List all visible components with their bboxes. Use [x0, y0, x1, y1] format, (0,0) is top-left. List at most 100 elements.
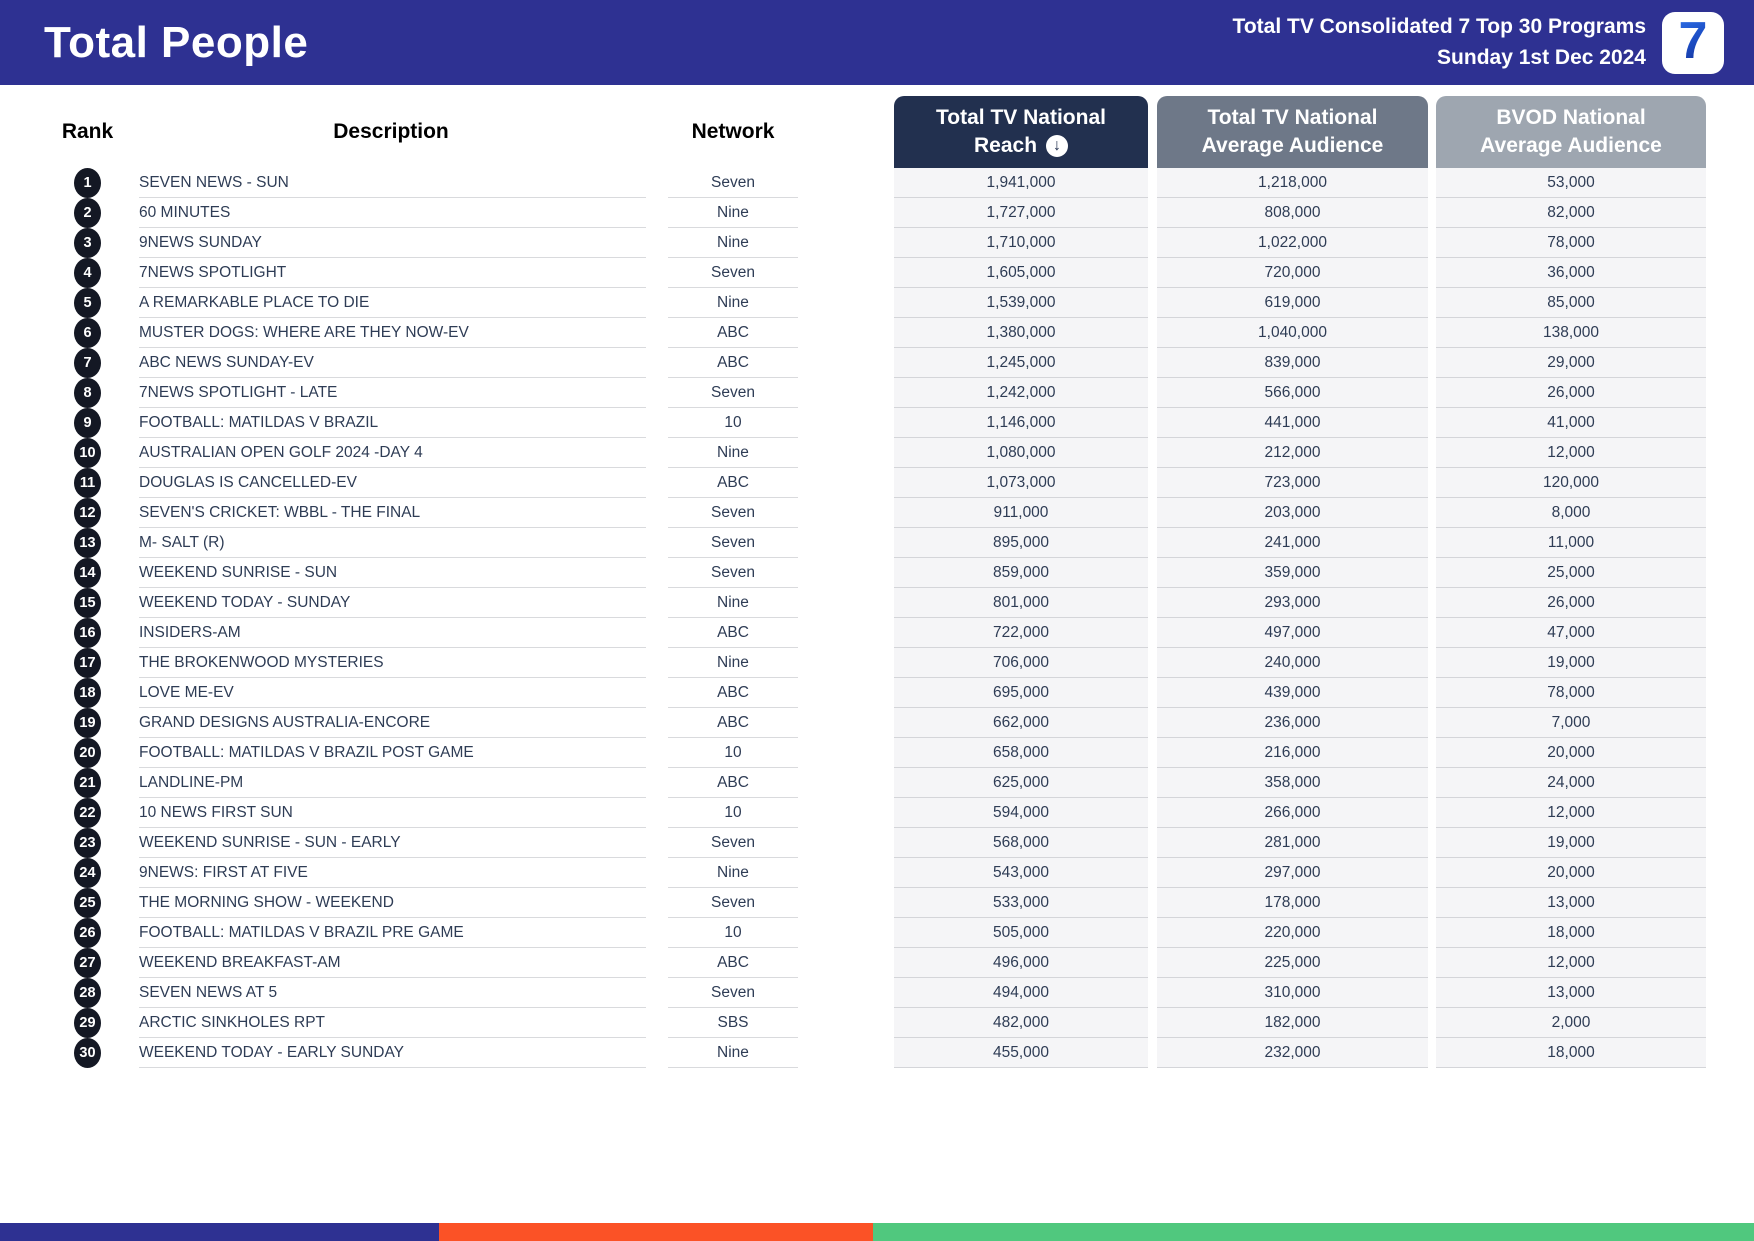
- rank-badge: 25: [74, 888, 101, 918]
- rank-badge: 8: [74, 378, 101, 408]
- reach-value: 722,000: [804, 618, 1148, 648]
- bvod-audience-value: 24,000: [1428, 768, 1706, 798]
- table-row: 29 ARCTIC SINKHOLES RPT SBS 482,000 182,…: [55, 1008, 1706, 1038]
- table-row: 1 SEVEN NEWS - SUN Seven 1,941,000 1,218…: [55, 168, 1706, 198]
- column-header-description: Description: [333, 120, 449, 143]
- rank-badge: 20: [74, 738, 101, 768]
- program-description: M- SALT (R): [120, 528, 662, 558]
- bvod-audience-value: 11,000: [1428, 528, 1706, 558]
- sort-descending-icon[interactable]: ↓: [1046, 134, 1069, 157]
- bvod-audience-value: 120,000: [1428, 468, 1706, 498]
- avg-audience-value: 297,000: [1148, 858, 1428, 888]
- rank-badge: 30: [74, 1038, 101, 1068]
- avg-audience-value: 439,000: [1148, 678, 1428, 708]
- rank-cell: 10: [55, 438, 120, 468]
- reach-header-line2: Reach: [973, 134, 1038, 157]
- avg-audience-value: 281,000: [1148, 828, 1428, 858]
- avg-audience-value: 358,000: [1148, 768, 1428, 798]
- rank-cell: 24: [55, 858, 120, 888]
- table-row: 7 ABC NEWS SUNDAY-EV ABC 1,245,000 839,0…: [55, 348, 1706, 378]
- network-name: Nine: [662, 1038, 804, 1068]
- column-header-total-tv-reach: Total TV National Reach ↓: [804, 96, 1148, 168]
- bvod-audience-value: 53,000: [1428, 168, 1706, 198]
- avg-audience-value: 723,000: [1148, 468, 1428, 498]
- bvod-audience-value: 19,000: [1428, 828, 1706, 858]
- header-bar: Total People Total TV Consolidated 7 Top…: [0, 0, 1754, 85]
- avg-audience-value: 619,000: [1148, 288, 1428, 318]
- avg-audience-value: 310,000: [1148, 978, 1428, 1008]
- program-description: LANDLINE-PM: [120, 768, 662, 798]
- reach-value: 1,710,000: [804, 228, 1148, 258]
- bvod-audience-value: 138,000: [1428, 318, 1706, 348]
- rank-badge: 11: [74, 468, 101, 498]
- program-description: WEEKEND BREAKFAST-AM: [120, 948, 662, 978]
- bvod-audience-value: 8,000: [1428, 498, 1706, 528]
- program-description: WEEKEND TODAY - SUNDAY: [120, 588, 662, 618]
- network-name: ABC: [662, 468, 804, 498]
- rank-cell: 9: [55, 408, 120, 438]
- avg-audience-value: 566,000: [1148, 378, 1428, 408]
- program-description: 9NEWS SUNDAY: [120, 228, 662, 258]
- rank-cell: 27: [55, 948, 120, 978]
- column-header-network: Network: [691, 120, 775, 143]
- ratings-table: Rank Description Network Total TV Nation…: [55, 96, 1706, 1068]
- avg-audience-value: 266,000: [1148, 798, 1428, 828]
- table-row: 9 FOOTBALL: MATILDAS V BRAZIL 10 1,146,0…: [55, 408, 1706, 438]
- program-description: SEVEN NEWS AT 5: [120, 978, 662, 1008]
- rank-cell: 22: [55, 798, 120, 828]
- avg-audience-value: 1,218,000: [1148, 168, 1428, 198]
- reach-value: 695,000: [804, 678, 1148, 708]
- page-title: Total People: [44, 17, 309, 67]
- report-subtitle-line1: Total TV Consolidated 7 Top 30 Programs: [1232, 15, 1646, 39]
- rank-badge: 15: [74, 588, 101, 618]
- reach-value: 1,539,000: [804, 288, 1148, 318]
- report-subtitle-line2: Sunday 1st Dec 2024: [1437, 45, 1646, 69]
- table-header-row: Rank Description Network Total TV Nation…: [55, 96, 1706, 168]
- avg-audience-value: 232,000: [1148, 1038, 1428, 1068]
- seven-network-logo: 7: [1662, 11, 1724, 74]
- rank-cell: 13: [55, 528, 120, 558]
- table-row: 2 60 MINUTES Nine 1,727,000 808,000 82,0…: [55, 198, 1706, 228]
- reach-value: 1,245,000: [804, 348, 1148, 378]
- bvod-audience-value: 78,000: [1428, 228, 1706, 258]
- network-name: Seven: [662, 888, 804, 918]
- bvod-audience-value: 20,000: [1428, 858, 1706, 888]
- program-description: FOOTBALL: MATILDAS V BRAZIL POST GAME: [120, 738, 662, 768]
- network-name: Seven: [662, 978, 804, 1008]
- rank-badge: 1: [74, 168, 101, 198]
- reach-value: 505,000: [804, 918, 1148, 948]
- network-name: ABC: [662, 948, 804, 978]
- rank-badge: 13: [74, 528, 101, 558]
- seven-logo-glyph: 7: [1678, 11, 1708, 70]
- bvod-audience-value: 19,000: [1428, 648, 1706, 678]
- bvod-audience-value: 25,000: [1428, 558, 1706, 588]
- bvod-audience-value: 29,000: [1428, 348, 1706, 378]
- avg-audience-value: 1,040,000: [1148, 318, 1428, 348]
- program-description: A REMARKABLE PLACE TO DIE: [120, 288, 662, 318]
- avg-audience-value: 241,000: [1148, 528, 1428, 558]
- rank-badge: 3: [74, 228, 101, 258]
- table-row: 19 GRAND DESIGNS AUSTRALIA-ENCORE ABC 66…: [55, 708, 1706, 738]
- rank-badge: 22: [74, 798, 101, 828]
- reach-value: 658,000: [804, 738, 1148, 768]
- reach-value: 594,000: [804, 798, 1148, 828]
- total-tv-reach-header-pill[interactable]: Total TV National Reach ↓: [894, 96, 1148, 168]
- table-row: 16 INSIDERS-AM ABC 722,000 497,000 47,00…: [55, 618, 1706, 648]
- avg-audience-value: 293,000: [1148, 588, 1428, 618]
- network-name: Nine: [662, 288, 804, 318]
- program-description: 7NEWS SPOTLIGHT - LATE: [120, 378, 662, 408]
- reach-value: 1,380,000: [804, 318, 1148, 348]
- rank-badge: 23: [74, 828, 101, 858]
- rank-cell: 11: [55, 468, 120, 498]
- network-name: 10: [662, 798, 804, 828]
- rank-cell: 28: [55, 978, 120, 1008]
- rank-cell: 23: [55, 828, 120, 858]
- bvod-header-line1: BVOD National: [1496, 106, 1646, 130]
- program-description: SEVEN NEWS - SUN: [120, 168, 662, 198]
- rank-cell: 4: [55, 258, 120, 288]
- rank-badge: 9: [74, 408, 101, 438]
- rank-badge: 19: [74, 708, 101, 738]
- network-name: Seven: [662, 498, 804, 528]
- footer-stripe: [0, 1223, 1754, 1241]
- network-name: ABC: [662, 708, 804, 738]
